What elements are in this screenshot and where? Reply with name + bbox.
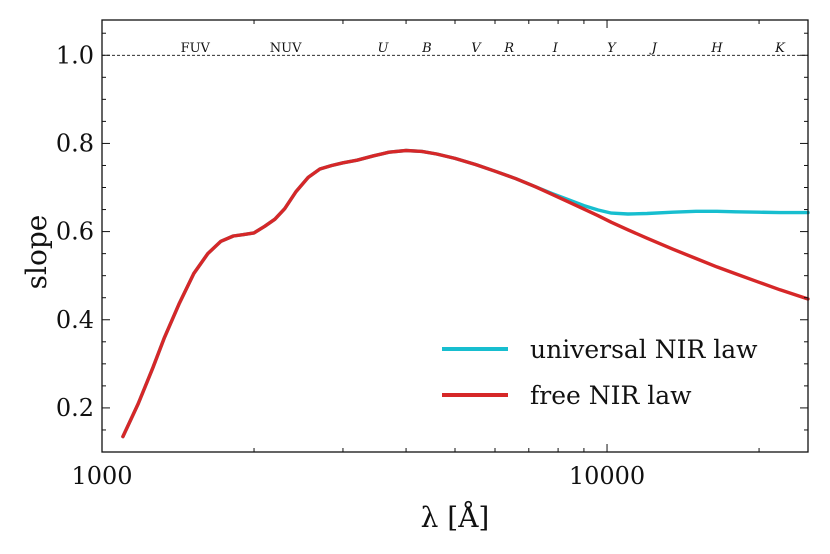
legend: universal NIR law free NIR law (442, 335, 758, 410)
y-tick-label: 0.8 (56, 129, 94, 157)
band-label-y: Y (607, 41, 617, 56)
band-label-b: B (421, 41, 432, 56)
x-axis-title: λ [Å] (421, 501, 490, 534)
legend-label-free-nir-law: free NIR law (530, 381, 692, 410)
band-label-nuv: NUV (270, 41, 302, 56)
x-tick-label: 10000 (569, 462, 645, 490)
y-tick-label: 0.6 (56, 218, 94, 246)
y-tick-label: 0.4 (56, 306, 94, 334)
y-axis-title: slope (20, 215, 53, 290)
series-group (121, 148, 810, 439)
band-labels: FUV NUV U B V R I Y J H K (181, 41, 787, 56)
band-label-v: V (471, 41, 482, 56)
x-tick-label: 1000 (71, 462, 132, 490)
band-label-h: H (710, 41, 723, 56)
ticks: 0.2 0.4 0.6 0.8 1.0 1000 10000 (56, 20, 808, 490)
y-tick-label: 1.0 (56, 41, 94, 69)
band-label-u: U (377, 41, 389, 56)
legend-label-universal-nir-law: universal NIR law (530, 335, 758, 364)
band-label-fuv: FUV (181, 41, 211, 56)
band-label-k: K (774, 41, 786, 56)
series-line-free-nir-law (121, 148, 810, 439)
plot-frame (101, 19, 809, 453)
band-label-i: I (552, 41, 559, 56)
band-label-j: J (649, 41, 658, 56)
y-tick-label: 0.2 (56, 394, 94, 422)
band-label-r: R (503, 41, 514, 56)
